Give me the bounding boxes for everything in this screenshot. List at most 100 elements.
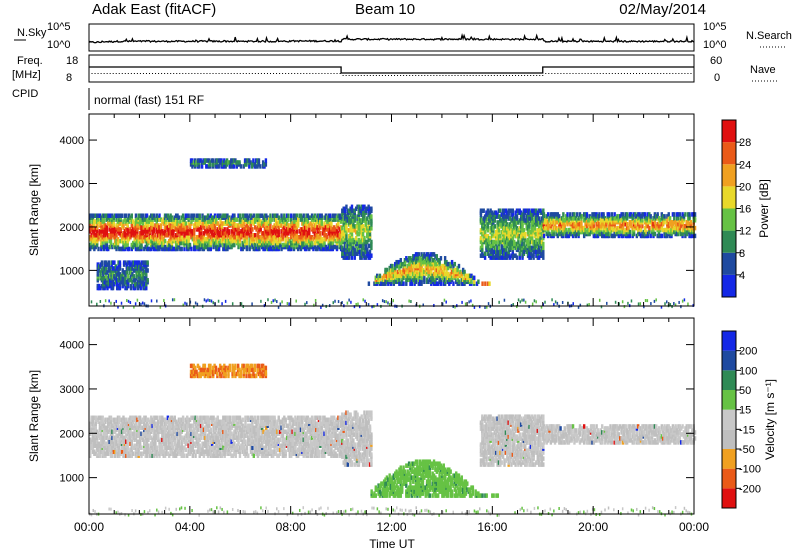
data-cell bbox=[263, 213, 267, 218]
data-cell bbox=[139, 285, 142, 291]
data-cell bbox=[150, 238, 153, 244]
nave-dot bbox=[505, 75, 507, 76]
data-cell bbox=[496, 224, 499, 229]
data-cell bbox=[639, 227, 643, 233]
data-cell bbox=[442, 281, 445, 286]
data-cell bbox=[169, 213, 172, 218]
data-cell bbox=[190, 213, 193, 218]
data-cell bbox=[497, 249, 501, 255]
data-cell bbox=[169, 217, 172, 222]
nave-dot bbox=[539, 75, 541, 76]
data-cell bbox=[342, 229, 345, 235]
data-cell bbox=[249, 213, 253, 218]
data-cell bbox=[569, 212, 572, 217]
data-cell bbox=[430, 275, 433, 281]
nave-dot bbox=[403, 75, 405, 76]
data-cell bbox=[399, 273, 402, 279]
data-cell bbox=[349, 251, 352, 256]
data-cell bbox=[125, 279, 129, 285]
data-cell bbox=[223, 231, 226, 236]
data-cell bbox=[427, 279, 430, 285]
scatter-cell bbox=[422, 303, 425, 307]
data-cell bbox=[656, 233, 659, 239]
nave-dot bbox=[224, 73, 226, 74]
data-cell bbox=[584, 212, 587, 217]
scatter-cell bbox=[133, 305, 135, 309]
data-cell bbox=[208, 242, 211, 248]
data-cell bbox=[585, 223, 589, 229]
scatter-cell bbox=[346, 301, 349, 305]
data-cell bbox=[485, 237, 488, 243]
freq-label: Freq. bbox=[17, 55, 43, 67]
scatter-cell bbox=[279, 302, 282, 306]
data-cell bbox=[489, 212, 492, 217]
data-cell bbox=[241, 213, 244, 218]
data-cell bbox=[298, 229, 301, 234]
data-cell bbox=[503, 214, 506, 219]
data-cell bbox=[238, 213, 242, 218]
data-cell bbox=[273, 227, 276, 232]
data-cell bbox=[431, 273, 434, 279]
scatter-cell bbox=[115, 511, 117, 515]
data-cell bbox=[145, 219, 149, 224]
data-cell bbox=[488, 220, 491, 225]
nave-dot bbox=[188, 73, 190, 74]
data-cell bbox=[198, 246, 201, 252]
nave-dot bbox=[623, 73, 625, 74]
data-cell bbox=[140, 279, 144, 285]
data-cell bbox=[531, 220, 534, 225]
data-cell bbox=[360, 243, 363, 249]
data-cell bbox=[536, 210, 539, 215]
data-cell bbox=[552, 212, 555, 217]
data-cell bbox=[281, 217, 285, 222]
data-cell bbox=[349, 218, 352, 223]
data-cell bbox=[323, 215, 326, 220]
data-cell bbox=[264, 162, 268, 167]
data-cell bbox=[471, 275, 475, 281]
data-cell bbox=[508, 241, 512, 247]
data-cell bbox=[256, 221, 260, 226]
data-cell bbox=[284, 236, 287, 242]
data-cell bbox=[306, 238, 310, 244]
nave-dot bbox=[387, 75, 389, 76]
scatter-cell bbox=[678, 300, 680, 304]
scatter-cell bbox=[471, 303, 474, 307]
data-cell bbox=[607, 231, 611, 237]
data-cell bbox=[594, 227, 597, 233]
data-cell bbox=[675, 212, 679, 217]
data-cell bbox=[488, 235, 491, 241]
data-cell bbox=[518, 255, 521, 260]
scatter-cell bbox=[445, 509, 447, 513]
data-cell bbox=[326, 227, 329, 232]
scatter-cell bbox=[286, 302, 289, 306]
data-cell bbox=[123, 217, 127, 222]
data-cell bbox=[370, 214, 373, 219]
nave-dot bbox=[469, 75, 471, 76]
data-cell bbox=[274, 221, 278, 226]
data-cell bbox=[101, 244, 104, 250]
data-cell bbox=[324, 213, 328, 218]
data-cell bbox=[624, 227, 627, 233]
data-cell bbox=[470, 279, 473, 285]
data-cell bbox=[177, 229, 181, 234]
nave-dot bbox=[164, 73, 166, 74]
data-cell bbox=[135, 281, 138, 287]
noise-panel-frame bbox=[88, 23, 695, 52]
scatter-cell bbox=[360, 509, 363, 513]
data-cell bbox=[577, 225, 580, 231]
data-cell bbox=[109, 229, 113, 234]
data-cell bbox=[159, 244, 163, 250]
data-cell bbox=[241, 227, 244, 232]
data-cell bbox=[446, 279, 450, 285]
data-cell bbox=[546, 219, 550, 225]
data-cell bbox=[285, 227, 289, 232]
data-cell bbox=[295, 236, 298, 242]
scatter-cell bbox=[415, 506, 417, 510]
data-cell bbox=[197, 217, 200, 222]
nave-dot bbox=[369, 75, 371, 76]
data-cell bbox=[219, 223, 222, 228]
data-cell bbox=[235, 160, 238, 165]
data-cell bbox=[638, 212, 641, 217]
data-cell bbox=[231, 229, 235, 234]
scatter-cell bbox=[669, 303, 672, 307]
